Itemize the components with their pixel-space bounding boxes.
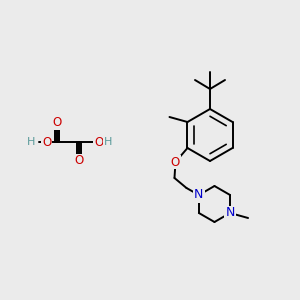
Text: O: O <box>171 155 180 169</box>
Text: N: N <box>194 188 204 202</box>
Text: O: O <box>74 154 84 167</box>
Text: H: H <box>104 137 112 147</box>
Text: N: N <box>225 206 235 220</box>
Text: O: O <box>42 136 51 148</box>
Text: O: O <box>94 136 103 148</box>
Text: N: N <box>225 206 235 220</box>
Text: H: H <box>27 137 35 147</box>
Text: N: N <box>194 188 204 202</box>
Text: O: O <box>52 116 62 130</box>
Text: O: O <box>171 155 180 169</box>
